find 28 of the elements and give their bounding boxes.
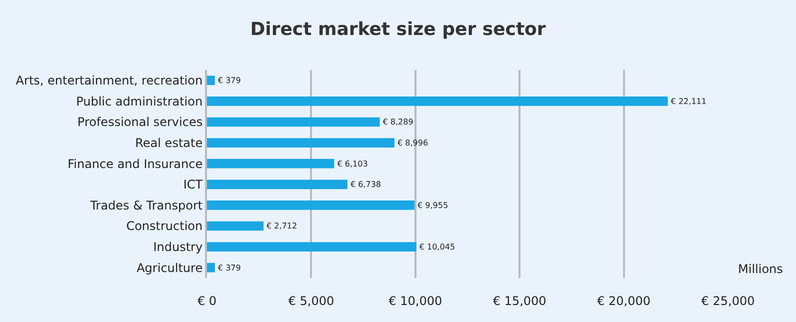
y-tick-label: Construction [126, 219, 203, 234]
y-tick-label: Public administration [76, 94, 203, 108]
bar [207, 221, 264, 231]
y-tick-label: Arts, entertainment, recreation [16, 74, 203, 88]
x-tick-label: € 10,000 [388, 294, 442, 308]
x-tick-label: € 0 [197, 294, 217, 308]
bar [207, 180, 348, 190]
bar [207, 158, 334, 168]
chart-title: Direct market size per sector [250, 19, 546, 40]
y-tick-label: Real estate [135, 136, 203, 150]
x-tick-label: € 15,000 [492, 294, 546, 308]
y-tick-label: Trades & Transport [89, 198, 203, 212]
y-tick-label: Industry [153, 240, 203, 254]
x-tick-label: € 20,000 [597, 294, 651, 308]
x-tick-label: € 25,000 [701, 294, 755, 308]
bar [207, 242, 416, 252]
bar [207, 117, 380, 127]
bar [207, 96, 668, 106]
y-tick-label: Agriculture [136, 260, 203, 275]
y-tick-label: Finance and Insurance [68, 156, 203, 171]
bar [207, 76, 215, 86]
bar [207, 200, 414, 210]
bar [207, 262, 215, 272]
x-axis-title: Millions [738, 262, 783, 276]
y-tick-label: ICT [183, 178, 204, 192]
bar [207, 138, 394, 148]
x-tick-label: € 5,000 [288, 294, 334, 308]
y-tick-label: Professional services [77, 115, 203, 130]
